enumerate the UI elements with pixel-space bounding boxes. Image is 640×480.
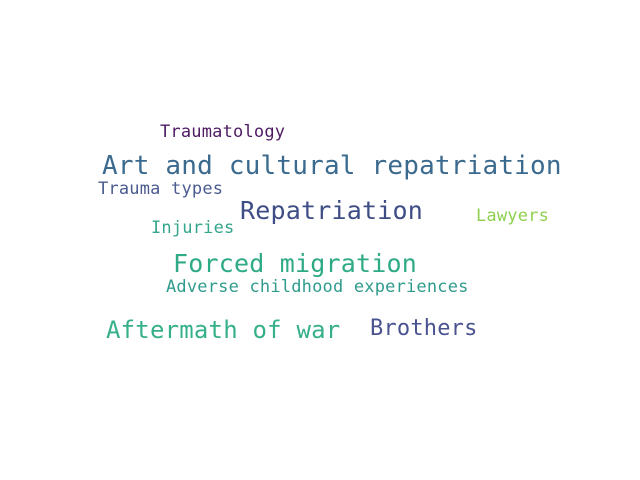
word-traumatology: Traumatology (160, 122, 286, 142)
word-forced-migration: Forced migration (173, 249, 418, 278)
word-art-and-cultural-repatriation: Art and cultural repatriation (102, 151, 562, 181)
word-aftermath-of-war: Aftermath of war (106, 316, 341, 344)
word-brothers: Brothers (370, 316, 478, 341)
word-injuries: Injuries (151, 218, 235, 238)
word-trauma-types: Trauma types (98, 179, 224, 199)
word-adverse-childhood-experiences: Adverse childhood experiences (166, 277, 469, 297)
word-repatriation: Repatriation (240, 196, 424, 225)
word-lawyers: Lawyers (476, 206, 550, 226)
